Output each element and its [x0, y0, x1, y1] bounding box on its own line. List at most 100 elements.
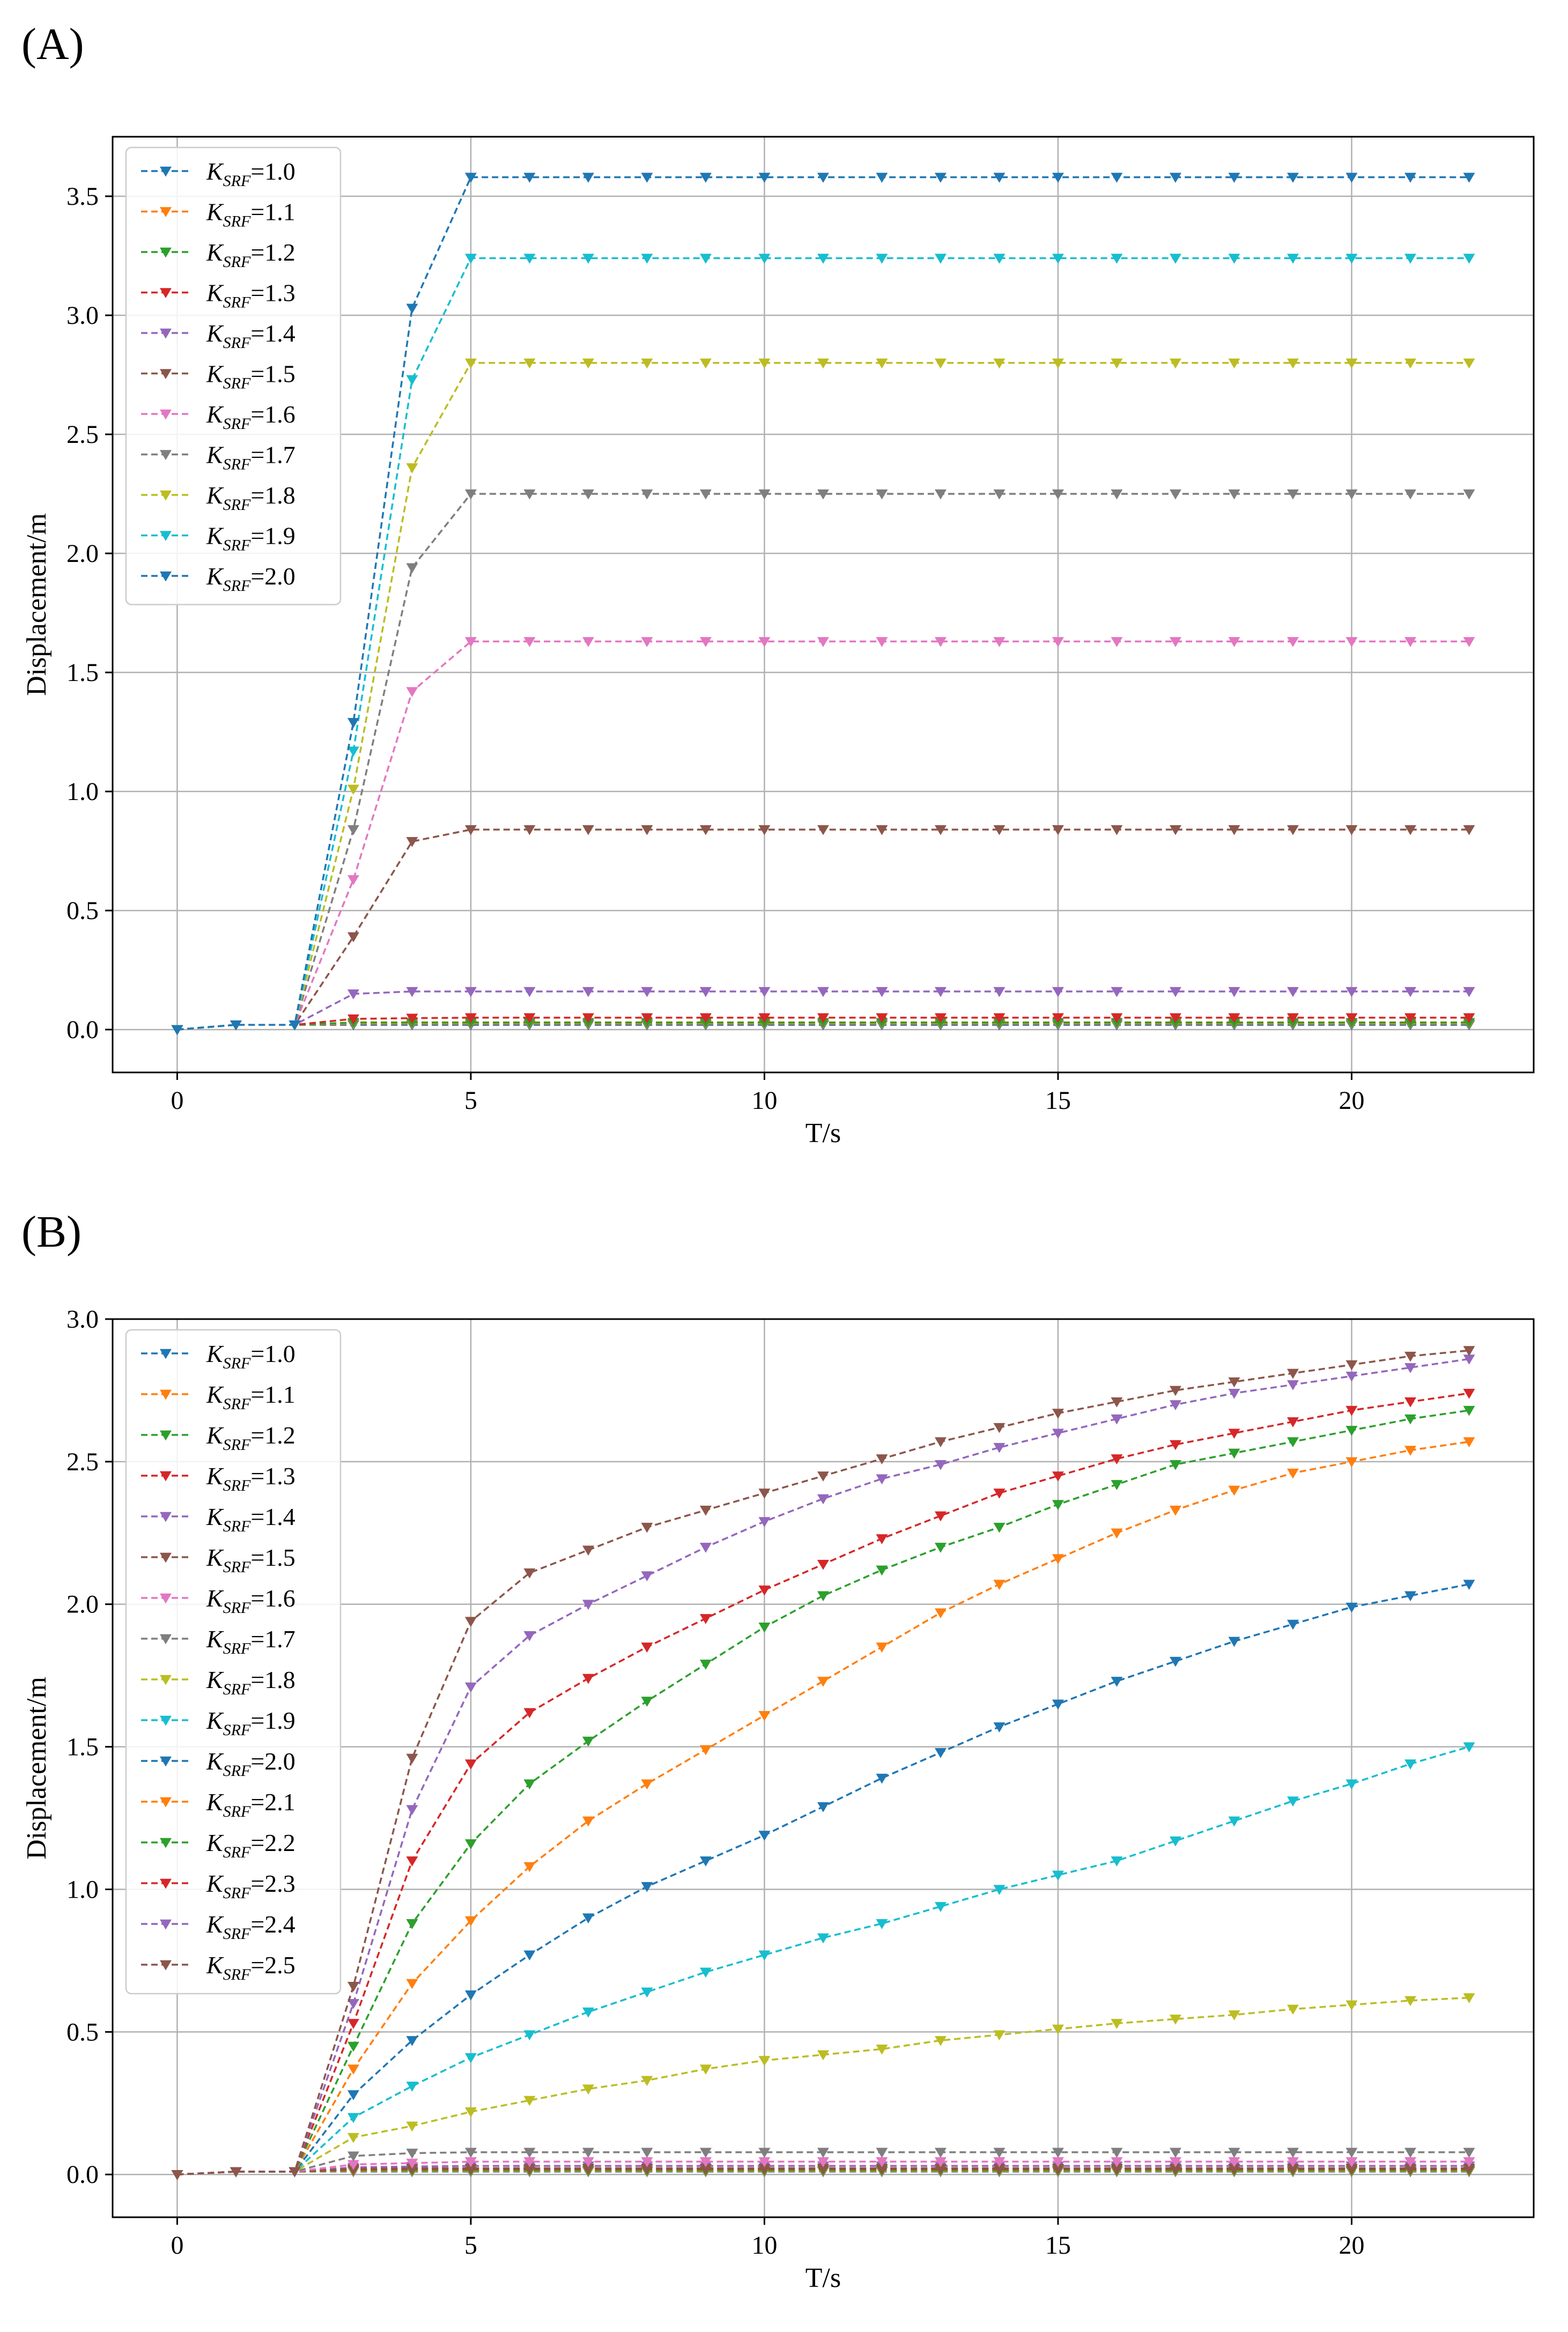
data-point [1404, 358, 1417, 369]
data-point [1111, 1397, 1123, 1408]
data-point [1170, 358, 1182, 369]
legend-subscript: SRF [223, 1844, 251, 1861]
data-point [1228, 1389, 1240, 1399]
legend-marker [160, 1878, 172, 1889]
data-point [817, 1802, 829, 1812]
data-point [876, 2148, 888, 2158]
data-point [1287, 2148, 1299, 2158]
data-point [464, 1759, 477, 1770]
data-point [1228, 1448, 1240, 1459]
data-point [523, 1568, 536, 1579]
data-point [1345, 1360, 1358, 1371]
legend-entry: KSRF=1.4 [141, 320, 295, 352]
data-point [817, 173, 829, 183]
series-1-5-b [171, 2164, 1475, 2180]
data-point [758, 173, 771, 183]
legend-a: KSRF=1.0KSRF=1.1KSRF=1.2KSRF=1.3KSRF=1.4… [125, 146, 342, 605]
data-point [876, 637, 888, 647]
legend-label: KSRF=1.7 [206, 441, 295, 473]
data-point [347, 1998, 359, 2009]
legend-entry: KSRF=1.0 [141, 158, 295, 190]
data-point [758, 254, 771, 264]
series-1-8-a [171, 358, 1475, 1035]
legend-label: KSRF=1.3 [206, 1462, 295, 1494]
legend-marker [160, 166, 172, 177]
data-point [876, 1773, 888, 1784]
data-point [406, 2121, 418, 2132]
legend-entry: KSRF=1.7 [141, 441, 295, 473]
legend-value: =1.6 [250, 401, 295, 428]
legend-marker [160, 490, 172, 501]
data-point [523, 2148, 536, 2158]
data-point [993, 173, 1005, 183]
data-point [993, 1722, 1005, 1733]
legend-label: KSRF=1.8 [206, 482, 295, 514]
data-point [935, 825, 947, 835]
data-point [641, 1571, 653, 1582]
data-point [1345, 1602, 1358, 1613]
data-point [758, 1013, 771, 1024]
legend-subscript: SRF [223, 375, 251, 393]
data-point [582, 637, 594, 647]
data-point [1052, 1013, 1064, 1024]
data-point [1228, 173, 1240, 183]
data-point [1170, 1013, 1182, 1024]
data-point [1404, 637, 1417, 647]
data-point [817, 1560, 829, 1570]
legend-subscript: SRF [223, 1966, 251, 1983]
data-point [1287, 1368, 1299, 1379]
x-tick-label: 15 [1045, 1086, 1071, 1115]
data-point [582, 358, 594, 369]
legend-value: =1.3 [250, 279, 295, 307]
data-point [817, 358, 829, 369]
legend-marker [160, 1715, 172, 1726]
legend-value: =1.0 [250, 1340, 295, 1367]
data-point [523, 358, 536, 369]
data-point [817, 254, 829, 264]
data-point [1463, 987, 1475, 997]
data-point [876, 1013, 888, 1024]
data-point [582, 2164, 594, 2174]
data-point [523, 1631, 536, 1641]
legend-entry: KSRF=2.0 [141, 1748, 295, 1780]
legend-marker [160, 1593, 172, 1604]
y-tick-label: 3.0 [66, 1305, 99, 1334]
data-point [464, 2107, 477, 2118]
data-point [1111, 2019, 1123, 2029]
legend-symbol: K [206, 239, 224, 266]
data-point [1052, 1500, 1064, 1511]
data-point [347, 932, 359, 943]
x-tick-label: 5 [464, 2231, 477, 2260]
legend-marker [160, 571, 172, 582]
data-point [464, 825, 477, 835]
data-point [1052, 1554, 1064, 1565]
data-point [699, 173, 712, 183]
legend-label: KSRF=2.5 [206, 1951, 295, 1983]
data-point [1052, 254, 1064, 264]
data-point [993, 637, 1005, 647]
data-point [464, 1682, 477, 1693]
data-point [1404, 1351, 1417, 1362]
legend-box [125, 146, 342, 605]
data-point [347, 2090, 359, 2100]
data-point [1052, 1699, 1064, 1710]
series-line [177, 1358, 1469, 2175]
legend-label: KSRF=1.3 [206, 279, 295, 312]
y-tick-label: 0.0 [66, 2160, 99, 2189]
data-point [1463, 2164, 1475, 2174]
data-point [641, 254, 653, 264]
data-point [1111, 358, 1123, 369]
legend-value: =1.5 [250, 360, 295, 388]
data-point [1170, 254, 1182, 264]
data-point [876, 987, 888, 997]
data-point [1052, 2024, 1064, 2035]
data-point [1287, 825, 1299, 835]
data-point [464, 637, 477, 647]
data-point [699, 1013, 712, 1024]
legend-subscript: SRF [223, 1925, 251, 1943]
data-point [935, 489, 947, 500]
legend-value: =1.4 [250, 1503, 295, 1530]
legend-value: =2.1 [250, 1788, 295, 1816]
data-point [935, 2148, 947, 2158]
data-point [406, 563, 418, 574]
